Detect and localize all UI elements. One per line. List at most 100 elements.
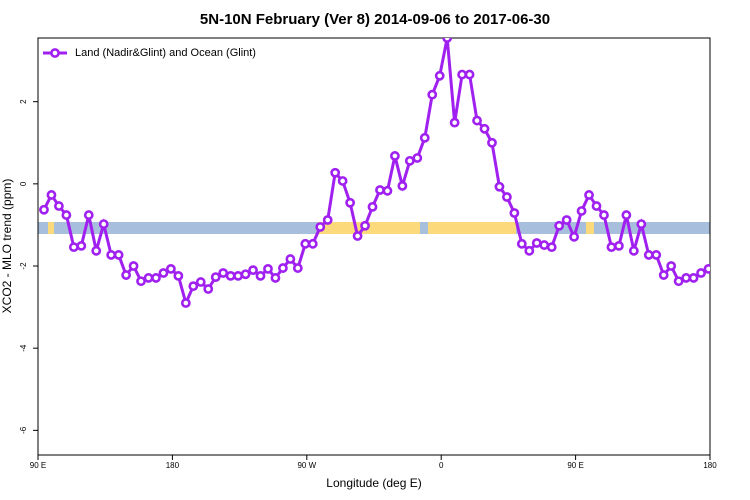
point (113, 250, 124, 260)
plot-frame (37, 37, 711, 456)
point (367, 201, 378, 212)
point (382, 185, 393, 196)
x-tick-label: 90 W (297, 461, 316, 470)
y-axis-label: XCO2 - MLO trend (ppm) (0, 179, 14, 314)
y-tick-label: 0 (19, 181, 28, 186)
point (128, 261, 139, 271)
point (136, 276, 146, 287)
point (457, 69, 468, 80)
x-tick-label: 90 E (30, 461, 46, 470)
point (434, 70, 445, 81)
point (166, 263, 176, 274)
point (397, 181, 408, 191)
point (121, 270, 132, 280)
chart-title: 5N-10N February (Ver 8) 2014-09-06 to 20… (200, 11, 550, 28)
point (180, 298, 191, 308)
point (307, 238, 318, 249)
point (83, 210, 94, 220)
point (479, 123, 490, 134)
point (225, 270, 236, 281)
point (285, 254, 296, 264)
point (412, 153, 423, 163)
series-line (42, 38, 710, 308)
point (681, 273, 692, 283)
point (539, 240, 550, 250)
point (218, 268, 229, 278)
plot-area (39, 38, 710, 308)
point (68, 242, 79, 253)
y-tick-label: -2 (19, 262, 28, 270)
point (449, 117, 460, 128)
point (210, 272, 221, 283)
point (703, 263, 710, 274)
point (106, 250, 117, 260)
point (143, 273, 154, 283)
legend-label: Land (Nadir&Glint) and Ocean (Glint) (75, 47, 256, 59)
point (91, 245, 102, 256)
point (188, 281, 199, 292)
point (300, 238, 311, 249)
point (502, 192, 512, 202)
point (531, 238, 542, 248)
point (337, 176, 348, 186)
point (255, 270, 266, 281)
point (173, 270, 184, 281)
point (233, 270, 244, 281)
point (606, 242, 617, 253)
point (591, 201, 602, 211)
point (375, 185, 385, 195)
point (330, 167, 341, 178)
point (561, 215, 572, 225)
x-tick-label: 0 (439, 461, 444, 470)
point (248, 265, 258, 276)
point (628, 245, 639, 256)
point (151, 273, 161, 283)
point (524, 245, 535, 256)
point (195, 277, 206, 287)
x-axis-label: Longitude (deg E) (326, 476, 421, 490)
point (673, 276, 684, 287)
y-tick-label: -6 (19, 426, 28, 434)
point (76, 240, 87, 251)
point (390, 151, 400, 161)
point (516, 238, 527, 249)
point (404, 155, 415, 166)
point (98, 219, 109, 230)
x-tick-label: 90 E (567, 461, 583, 470)
point (494, 181, 505, 192)
point (688, 273, 699, 283)
point (472, 115, 482, 126)
point (315, 222, 326, 232)
point (240, 269, 251, 280)
point (352, 231, 363, 241)
point (39, 204, 49, 215)
point (584, 190, 594, 200)
point (643, 250, 654, 260)
land-ocean-band (38, 222, 710, 234)
point (576, 206, 587, 216)
x-tick-label: 180 (166, 461, 180, 470)
point (61, 210, 72, 220)
point (509, 208, 520, 218)
point (599, 210, 609, 220)
point (554, 220, 565, 231)
point (696, 268, 706, 278)
point (270, 273, 281, 283)
point (464, 69, 475, 80)
point (322, 215, 333, 225)
point (546, 242, 557, 253)
point (569, 231, 580, 242)
legend-marker (50, 48, 60, 58)
point (621, 210, 632, 220)
point (278, 263, 288, 273)
point (442, 38, 453, 43)
point (263, 263, 273, 274)
y-tick-label: 2 (19, 99, 28, 104)
point (666, 261, 677, 271)
point (203, 284, 214, 294)
point (46, 190, 57, 200)
y-tick-label: -4 (19, 344, 28, 352)
point (345, 197, 356, 208)
point (658, 270, 669, 280)
